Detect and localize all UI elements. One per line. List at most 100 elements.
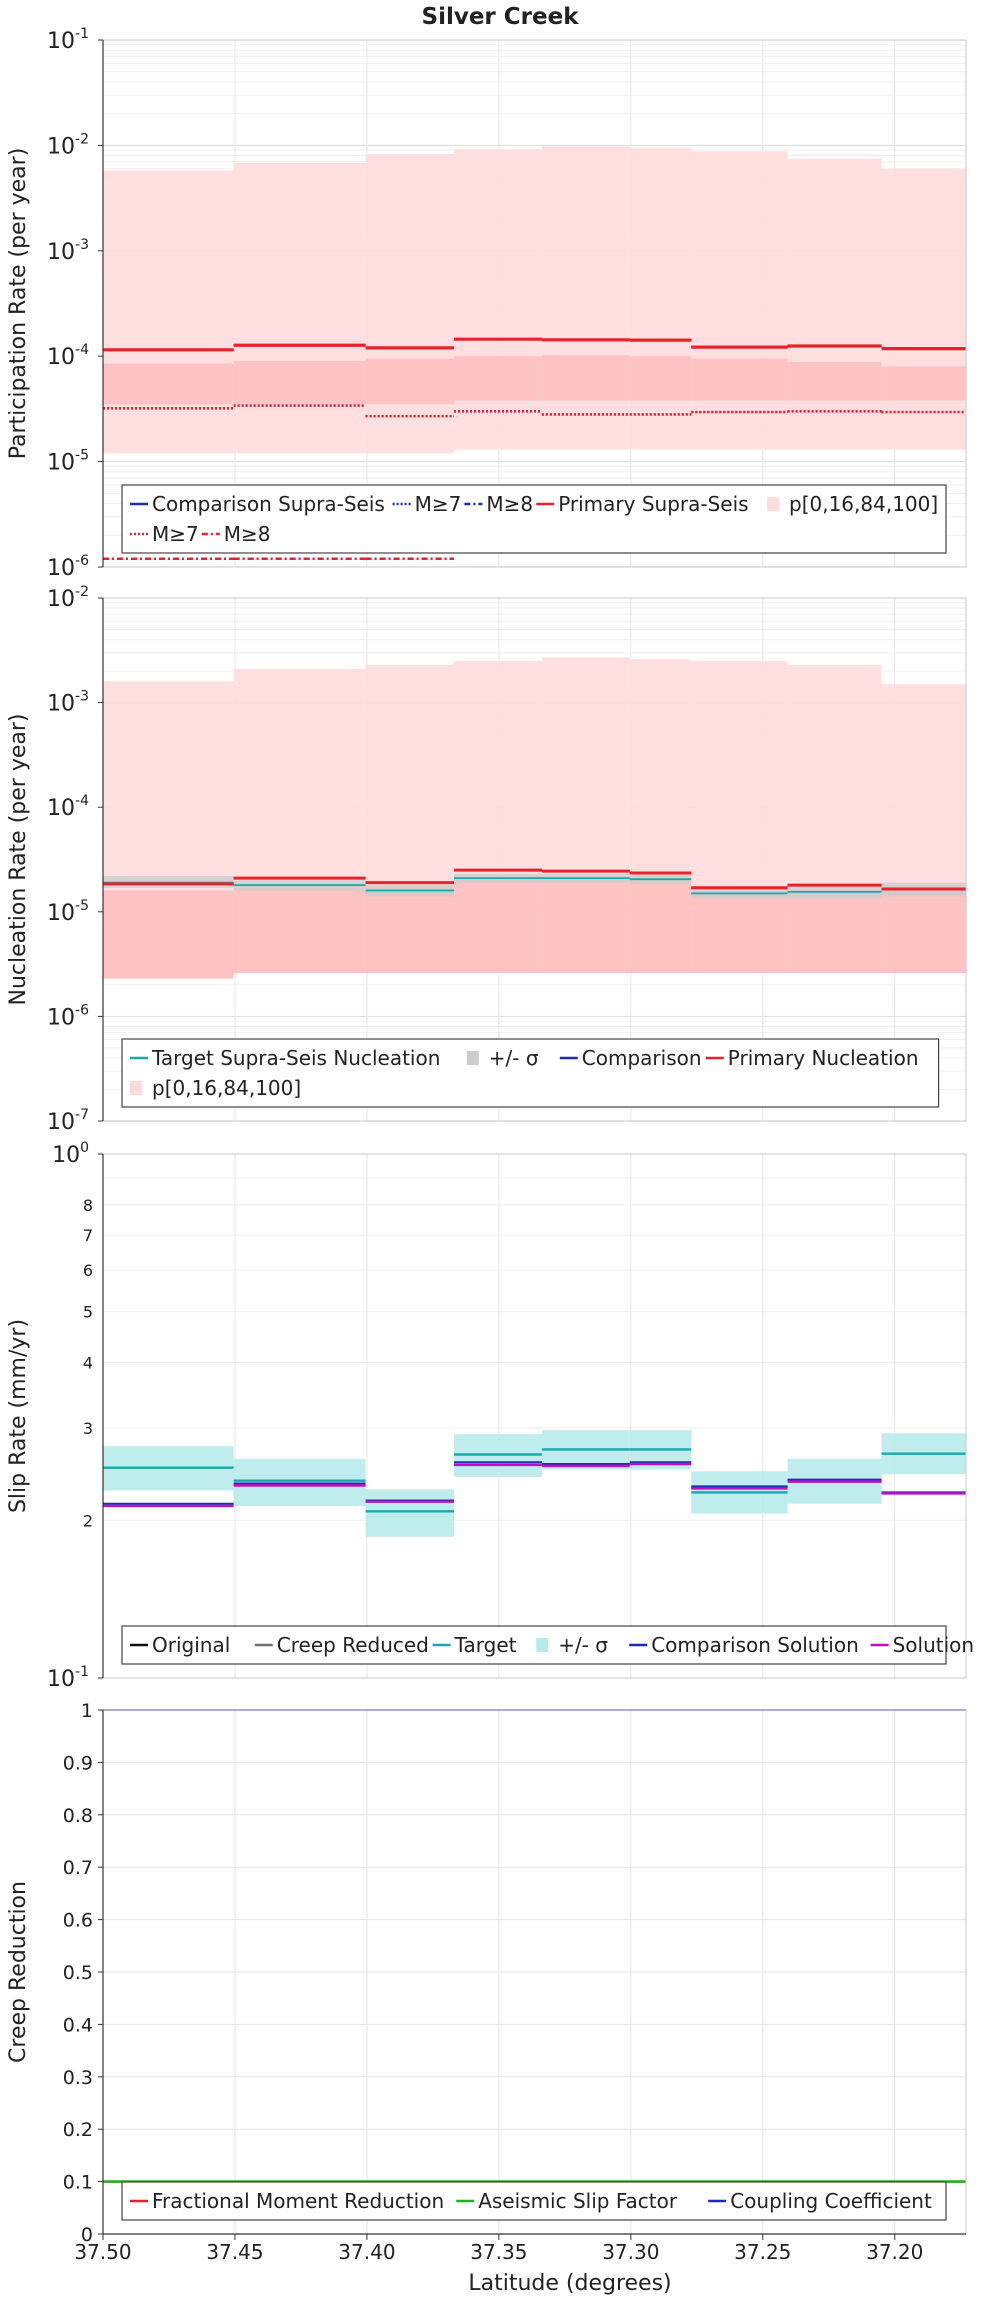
band-segment	[787, 362, 882, 401]
x-tick-label: 37.30	[602, 2240, 659, 2264]
y-tick-label: 0.5	[63, 1962, 93, 1984]
legend-label: M≥7	[152, 522, 199, 546]
y-tick-label: 10-2	[47, 584, 89, 612]
y-minor-tick-label: 5	[83, 1303, 93, 1322]
legend-box	[121, 2181, 947, 2221]
x-tick-label: 37.20	[866, 2240, 923, 2264]
legend-label: Comparison Solution	[651, 1633, 859, 1657]
legend-swatch	[767, 497, 779, 511]
y-tick-label: 10-3	[47, 237, 89, 265]
band-segment	[233, 163, 366, 454]
legend-label: Solution	[893, 1633, 974, 1657]
y-tick-label: 10-4	[47, 342, 89, 370]
legend: Comparison Supra-Seis M≥7 M≥8 Primary Supra…	[121, 484, 947, 554]
y-tick-label: 10-6	[47, 1002, 89, 1030]
legend-label: Target Supra-Seis Nucleation	[151, 1046, 440, 1070]
band-segment	[103, 890, 234, 979]
legend: Target Supra-Seis Nucleation +/- σ Compari…	[121, 1038, 940, 1108]
legend-box	[121, 1038, 940, 1108]
band-segment	[541, 355, 630, 401]
legend: Fractional Moment Reduction Aseismic Slip…	[121, 2181, 947, 2221]
y-minor-tick-label: 4	[83, 1354, 93, 1373]
band-segment	[691, 151, 788, 450]
y-axis-label: Nucleation Rate (per year)	[6, 714, 31, 1006]
band-segment	[787, 890, 882, 973]
legend-label: p[0,16,84,100]	[789, 492, 938, 516]
legend-label: Aseismic Slip Factor	[478, 2189, 678, 2213]
legend-label: M≥8	[224, 522, 271, 546]
y-minor-tick-label: 8	[83, 1196, 93, 1215]
band-segment	[454, 356, 542, 401]
legend-label: M≥7	[415, 492, 462, 516]
y-tick-label: 0.8	[63, 1805, 93, 1827]
y-tick-label: 10-3	[47, 689, 89, 717]
band-segment	[233, 887, 366, 973]
y-tick-label: 10-1	[47, 1664, 89, 1692]
legend-label: Fractional Moment Reduction	[152, 2189, 444, 2213]
legend-label: Primary Supra-Seis	[558, 492, 748, 516]
band-segment	[541, 146, 630, 450]
band-segment	[881, 168, 966, 450]
y-tick-label: 10-6	[47, 553, 89, 581]
y-axis-label: Slip Rate (mm/yr)	[6, 1319, 31, 1513]
y-tick-label: 1	[81, 1700, 93, 1722]
x-tick-label: 37.40	[338, 2240, 395, 2264]
y-tick-label: 0.7	[63, 1857, 93, 1879]
y-tick-label: 0.3	[63, 2067, 93, 2089]
y-tick-label: 0.6	[63, 1910, 93, 1932]
x-tick-label: 37.25	[734, 2240, 791, 2264]
legend-label: Comparison	[582, 1046, 702, 1070]
legend: Original Creep Reduced Target +/- σ Comparis…	[121, 1625, 974, 1665]
band-segment	[787, 158, 882, 450]
legend-box	[121, 484, 947, 554]
y-tick-label: 10-2	[47, 131, 89, 159]
legend-label: p[0,16,84,100]	[152, 1076, 301, 1100]
band-segment	[365, 890, 455, 973]
band-segment	[365, 1489, 455, 1537]
band-segment	[881, 890, 966, 973]
band-segment	[103, 170, 234, 454]
x-tick-label: 37.50	[74, 2240, 131, 2264]
band-segment	[629, 147, 692, 450]
y-minor-tick-label: 6	[83, 1261, 93, 1280]
chart-title: Silver Creek	[422, 4, 580, 30]
band-segment	[454, 878, 542, 973]
legend-label: M≥8	[486, 492, 533, 516]
band-segment	[629, 356, 692, 401]
band-segment	[365, 153, 455, 454]
y-tick-label: 0.2	[63, 2119, 93, 2141]
legend-label: Primary Nucleation	[728, 1046, 919, 1070]
band-segment	[691, 358, 788, 401]
band-segment	[233, 361, 366, 405]
y-axis-label: Creep Reduction	[6, 1881, 31, 2063]
legend-label: +/- σ	[489, 1046, 539, 1070]
legend-label: +/- σ	[558, 1633, 608, 1657]
band-segment	[233, 1458, 366, 1506]
band-segment	[881, 366, 966, 401]
y-tick-label: 0.4	[63, 2014, 93, 2036]
legend-label: Creep Reduced	[277, 1633, 429, 1657]
x-tick-label: 37.45	[206, 2240, 263, 2264]
band-segment	[365, 358, 455, 405]
y-axis-label: Participation Rate (per year)	[6, 148, 31, 460]
y-tick-label: 10-5	[47, 898, 89, 926]
y-tick-label: 10-1	[47, 26, 89, 54]
legend-swatch	[536, 1638, 549, 1652]
chart-panel-2: 10-7 10-6 10-5 10-4 10-3 10-2 Nucleation Rate …	[6, 584, 967, 1135]
y-tick-label: 10-5	[47, 448, 89, 476]
chart-panels: 10-6 10-5 10-4 10-3 10-2 10-1 Participation Ra…	[6, 26, 974, 2264]
x-axis-label: Latitude (degrees)	[468, 2271, 671, 2296]
legend-swatch	[130, 1081, 142, 1095]
legend-label: Original	[152, 1633, 230, 1657]
band-segment	[454, 149, 542, 450]
chart-panel-3: 10-1 100 2 3 4 5 6 7 8 Slip Rate (mm/yr) Original C…	[6, 1140, 974, 1692]
band-segment	[103, 363, 234, 405]
legend-label: Coupling Coefficient	[730, 2189, 932, 2213]
y-minor-tick-label: 3	[83, 1419, 93, 1438]
band-segment	[541, 878, 630, 973]
x-tick-label: 37.35	[470, 2240, 527, 2264]
legend-label: Comparison Supra-Seis	[152, 492, 385, 516]
y-minor-tick-label: 2	[83, 1511, 93, 1530]
band-segment	[629, 880, 692, 973]
